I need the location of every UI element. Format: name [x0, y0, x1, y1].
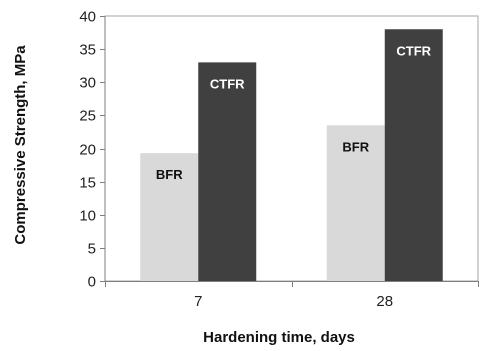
- y-tick-label: 15: [79, 175, 96, 192]
- bar-ctfr-7: [198, 62, 257, 281]
- y-axis-title: Compressive Strength, MPa: [12, 45, 29, 245]
- y-tick-label: 25: [79, 108, 96, 125]
- bar-bfr-28: [326, 125, 385, 281]
- y-tick-label: 40: [79, 9, 96, 26]
- y-tick-label: 20: [79, 142, 96, 159]
- y-tick-label: 35: [79, 42, 96, 59]
- plot-area: 0 5 10 15 20 25 30 35 40 BFR CTFR 7 BFR CTFR 28: [79, 9, 479, 310]
- bar-label-bfr-28: BFR: [342, 139, 369, 154]
- bar-label-ctfr-28: CTFR: [396, 43, 431, 58]
- x-tick-label: 7: [194, 293, 202, 310]
- bar-label-ctfr-7: CTFR: [210, 76, 245, 91]
- y-tick-label: 5: [88, 241, 96, 258]
- x-axis-title: Hardening time, days: [203, 329, 355, 346]
- bar-ctfr-28: [384, 29, 443, 281]
- y-tick-label: 30: [79, 75, 96, 92]
- bar-bfr-7: [140, 153, 199, 281]
- y-tick-label: 10: [79, 208, 96, 225]
- bar-label-bfr-7: BFR: [156, 167, 183, 182]
- y-tick-label: 0: [88, 274, 96, 291]
- x-tick-label: 28: [376, 293, 393, 310]
